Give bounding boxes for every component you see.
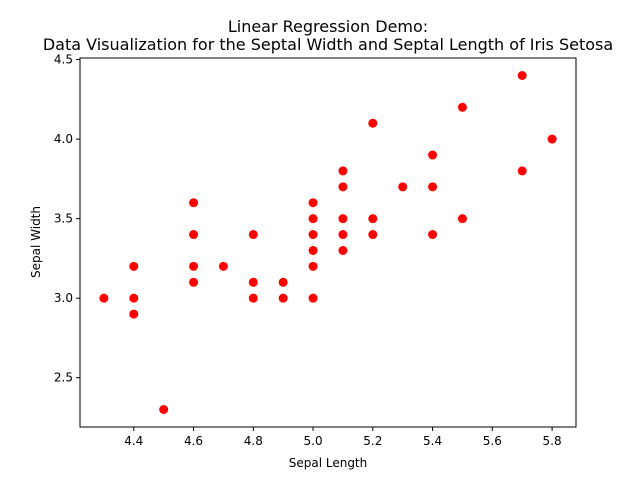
- data-point: [428, 150, 438, 160]
- data-point: [428, 182, 438, 192]
- data-point: [308, 198, 318, 208]
- data-point: [248, 293, 258, 303]
- y-tick-label: 4.5: [54, 53, 73, 67]
- data-point: [248, 277, 258, 287]
- data-point: [159, 405, 169, 415]
- data-point: [517, 70, 527, 80]
- x-axis-ticks: 4.4 4.6 4.8 5.0 5.2 5.4 5.6 5.8: [124, 427, 562, 448]
- data-point: [547, 134, 557, 144]
- data-point: [398, 182, 408, 192]
- chart-title: Linear Regression Demo:: [228, 17, 428, 36]
- data-point: [189, 230, 199, 240]
- data-point: [338, 245, 348, 255]
- data-point: [308, 293, 318, 303]
- data-point: [189, 277, 199, 287]
- y-tick-label: 3.0: [54, 291, 73, 305]
- data-points: [99, 70, 557, 415]
- data-point: [308, 214, 318, 224]
- data-point: [457, 214, 467, 224]
- x-tick-label: 4.4: [124, 434, 143, 448]
- data-point: [428, 230, 438, 240]
- x-tick-label: 4.8: [244, 434, 263, 448]
- x-tick-label: 5.2: [363, 434, 382, 448]
- data-point: [189, 198, 199, 208]
- data-point: [338, 230, 348, 240]
- data-point: [368, 230, 378, 240]
- data-point: [308, 261, 318, 271]
- data-point: [338, 214, 348, 224]
- data-point: [368, 118, 378, 128]
- x-tick-label: 4.6: [184, 434, 203, 448]
- x-tick-label: 5.4: [423, 434, 442, 448]
- data-point: [189, 261, 199, 271]
- data-point: [99, 293, 109, 303]
- plot-area: 4.4 4.6 4.8 5.0 5.2 5.4 5.6 5.8 2.5 3.0 3.5 4.0 4.5: [54, 53, 577, 448]
- data-point: [308, 245, 318, 255]
- data-point: [129, 293, 139, 303]
- data-point: [457, 102, 467, 112]
- y-tick-label: 3.5: [54, 212, 73, 226]
- y-axis-label: Sepal Width: [29, 206, 43, 278]
- y-tick-label: 2.5: [54, 371, 73, 385]
- data-point: [129, 261, 139, 271]
- x-axis-label: Sepal Length: [289, 456, 368, 470]
- axes-frame: [79, 57, 577, 428]
- y-axis-ticks: 2.5 3.0 3.5 4.0 4.5: [54, 53, 80, 385]
- data-point: [129, 309, 139, 319]
- chart-subtitle: Data Visualization for the Septal Width …: [43, 35, 613, 54]
- data-point: [338, 182, 348, 192]
- data-point: [368, 214, 378, 224]
- data-point: [308, 230, 318, 240]
- data-point: [278, 293, 288, 303]
- x-tick-label: 5.0: [304, 434, 323, 448]
- data-point: [338, 166, 348, 176]
- data-point: [517, 166, 527, 176]
- data-point: [218, 261, 228, 271]
- x-tick-label: 5.8: [543, 434, 562, 448]
- x-tick-label: 5.6: [483, 434, 502, 448]
- data-point: [278, 277, 288, 287]
- data-point: [248, 230, 258, 240]
- y-tick-label: 4.0: [54, 132, 73, 146]
